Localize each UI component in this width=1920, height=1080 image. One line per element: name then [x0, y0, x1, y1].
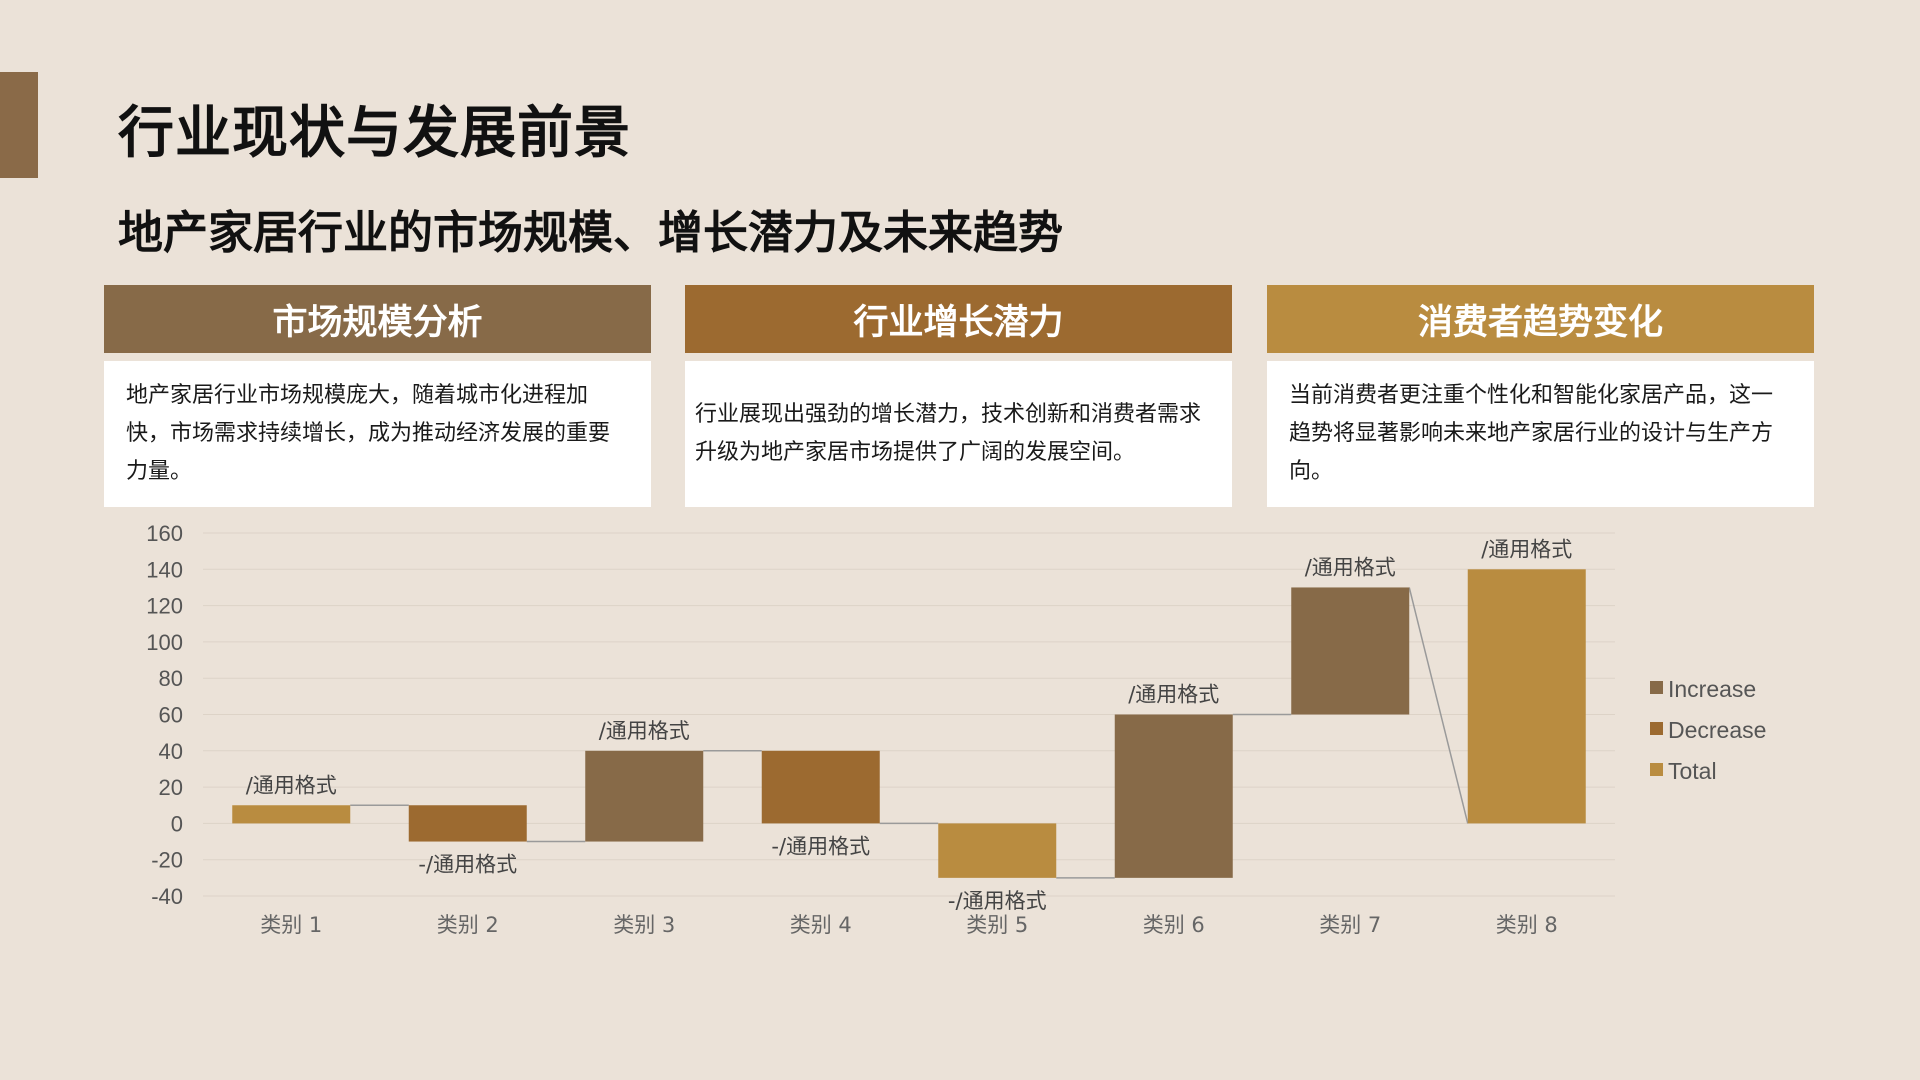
y-tick-label: 60: [159, 703, 183, 728]
data-label: -/通用格式: [948, 889, 1047, 913]
waterfall-bar: [585, 750, 704, 842]
y-tick-label: 40: [159, 739, 183, 764]
y-tick-label: -20: [151, 848, 183, 873]
x-tick-label: 类别 5: [966, 913, 1028, 937]
waterfall-bar: [761, 750, 880, 824]
card-header: 消费者趋势变化: [1267, 285, 1814, 353]
card-market-size: 市场规模分析 地产家居行业市场规模庞大，随着城市化进程加快，市场需求持续增长，成…: [104, 285, 651, 507]
card-body-text: 行业展现出强劲的增长潜力，技术创新和消费者需求升级为地产家居市场提供了广阔的发展…: [695, 402, 1202, 465]
card-body: 地产家居行业市场规模庞大，随着城市化进程加快，市场需求持续增长，成为推动经济发展…: [104, 361, 651, 507]
legend-swatch: [1650, 763, 1663, 776]
legend-label: Decrease: [1668, 717, 1766, 743]
page-title: 行业现状与发展前景: [118, 101, 631, 166]
data-label: /通用格式: [1305, 555, 1396, 579]
y-tick-label: 20: [159, 775, 183, 800]
x-tick-label: 类别 4: [790, 913, 852, 937]
card-consumer-trends: 消费者趋势变化 当前消费者更注重个性化和智能化家居产品，这一趋势将显著影响未来地…: [1267, 285, 1814, 507]
y-tick-label: 140: [146, 557, 183, 582]
y-tick-label: 100: [146, 630, 183, 655]
card-header: 市场规模分析: [104, 285, 651, 353]
x-tick-label: 类别 1: [260, 913, 322, 937]
y-tick-label: 120: [146, 594, 183, 619]
waterfall-bar: [1291, 587, 1410, 715]
x-tick-label: 类别 8: [1496, 913, 1558, 937]
data-label: -/通用格式: [418, 853, 517, 877]
data-label: /通用格式: [1481, 537, 1572, 561]
data-label: -/通用格式: [771, 834, 870, 858]
x-tick-label: 类别 2: [437, 913, 499, 937]
data-label: /通用格式: [246, 773, 337, 797]
waterfall-bar: [938, 823, 1057, 878]
y-tick-label: -40: [151, 884, 183, 909]
page-subtitle: 地产家居行业的市场规模、增长潜力及未来趋势: [118, 206, 1064, 259]
waterfall-bar: [1467, 569, 1586, 824]
card-header: 行业增长潜力: [685, 285, 1232, 353]
legend-swatch: [1650, 722, 1663, 735]
x-tick-label: 类别 7: [1319, 913, 1381, 937]
title-accent-bar: [0, 72, 38, 178]
data-label: /通用格式: [599, 719, 690, 743]
y-tick-label: 80: [159, 666, 183, 691]
legend-swatch: [1650, 681, 1663, 694]
x-tick-label: 类别 3: [613, 913, 675, 937]
waterfall-bar: [1114, 714, 1233, 878]
card-body-text: 当前消费者更注重个性化和智能化家居产品，这一趋势将显著影响未来地产家居行业的设计…: [1289, 383, 1774, 484]
legend-label: Increase: [1668, 676, 1756, 702]
card-body: 行业展现出强劲的增长潜力，技术创新和消费者需求升级为地产家居市场提供了广阔的发展…: [685, 361, 1232, 507]
card-growth-potential: 行业增长潜力 行业展现出强劲的增长潜力，技术创新和消费者需求升级为地产家居市场提…: [685, 285, 1232, 507]
waterfall-bar: [408, 805, 527, 842]
y-tick-label: 160: [146, 521, 183, 546]
connector-line: [1408, 587, 1469, 824]
card-body-text: 地产家居行业市场规模庞大，随着城市化进程加快，市场需求持续增长，成为推动经济发展…: [126, 383, 611, 484]
x-tick-label: 类别 6: [1143, 913, 1205, 937]
data-label: /通用格式: [1128, 683, 1219, 707]
waterfall-bar: [232, 805, 351, 824]
legend-label: Total: [1668, 758, 1717, 784]
card-body: 当前消费者更注重个性化和智能化家居产品，这一趋势将显著影响未来地产家居行业的设计…: [1267, 361, 1814, 507]
y-tick-label: 0: [171, 811, 183, 836]
